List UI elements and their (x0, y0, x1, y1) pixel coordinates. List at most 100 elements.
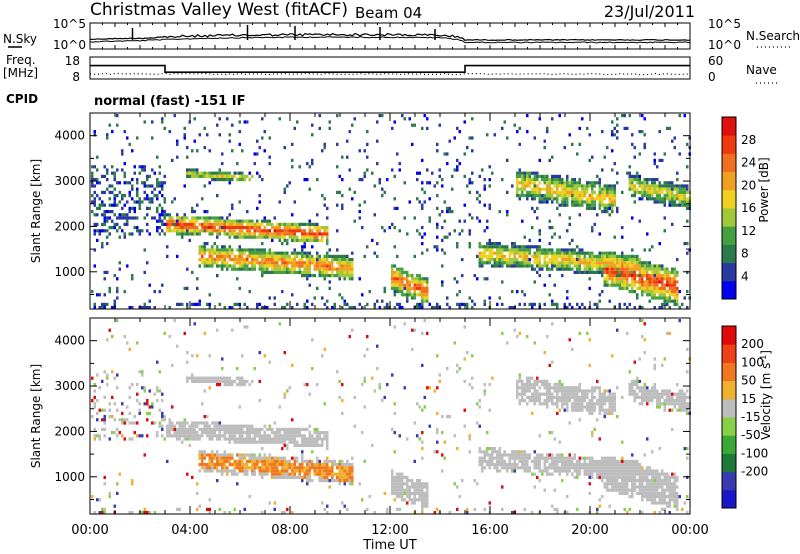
power-cell (123, 203, 126, 207)
power-cell (343, 270, 346, 274)
power-cell (598, 258, 601, 262)
velocity-cell (243, 379, 246, 383)
velocity-cell (263, 354, 266, 358)
power-cell (566, 254, 569, 258)
velocity-cell (288, 386, 291, 390)
power-cell (648, 197, 651, 201)
velocity-cell (91, 495, 94, 499)
velocity-cell (543, 383, 546, 387)
power-cell (91, 194, 94, 198)
power-cell (248, 219, 251, 223)
power-cell (408, 280, 411, 284)
velocity-cell (311, 440, 314, 444)
power-cell (333, 274, 336, 278)
power-cell (596, 306, 599, 310)
velocity-cell (331, 459, 334, 463)
velocity-cell (208, 379, 211, 383)
nave-tick-top: 60 (708, 54, 723, 68)
power-cell (226, 267, 229, 271)
velocity-cell (418, 405, 421, 409)
power-cell (418, 283, 421, 287)
velocity-cell (568, 463, 571, 467)
power-cell (351, 258, 354, 262)
velocity-cell (186, 376, 189, 380)
power-cell (236, 277, 239, 281)
power-cell (611, 261, 614, 265)
velocity-cell (323, 472, 326, 476)
velocity-cell (236, 427, 239, 431)
power-cell (526, 171, 529, 175)
velocity-cell (556, 411, 559, 415)
velocity-cell (223, 424, 226, 428)
power-cell (531, 187, 534, 191)
power-cell (591, 200, 594, 204)
velocity-cell (328, 459, 331, 463)
velocity-cell (561, 383, 564, 387)
power-cell (668, 277, 671, 281)
power-cell (351, 274, 354, 278)
power-cell (301, 235, 304, 239)
power-cell (248, 290, 251, 294)
power-cell (286, 229, 289, 233)
velocity-cell (551, 463, 554, 467)
velocity-cell (576, 466, 579, 470)
velocity-cell (426, 485, 429, 489)
velocity-cell (228, 511, 231, 515)
power-cell (233, 258, 236, 262)
velocity-cell (496, 453, 499, 457)
power-cell (676, 178, 679, 182)
power-cell (263, 270, 266, 274)
power-cell (556, 264, 559, 268)
power-cell (556, 174, 559, 178)
power-cell (196, 229, 199, 233)
power-cell (676, 299, 679, 303)
power-cell (138, 232, 141, 236)
power-cell (221, 261, 224, 265)
power-cell (316, 286, 319, 290)
velocity-cell (423, 485, 426, 489)
velocity-cell (483, 507, 486, 511)
power-cell (233, 261, 236, 265)
power-cell (288, 270, 291, 274)
power-cell (421, 302, 424, 306)
power-cell (133, 200, 136, 204)
power-cell (606, 261, 609, 265)
velocity-cell (136, 434, 139, 438)
velocity-cell (418, 479, 421, 483)
power-cell (366, 168, 369, 172)
power-cell (283, 254, 286, 258)
velocity-cell (551, 459, 554, 463)
velocity-cell (146, 418, 149, 422)
power-cell (203, 174, 206, 178)
power-cell (398, 274, 401, 278)
power-cell (238, 200, 241, 204)
power-cell (438, 174, 441, 178)
power-cell (543, 181, 546, 185)
power-cell (651, 290, 654, 294)
power-cell (666, 280, 669, 284)
velocity-cell (338, 472, 341, 476)
velocity-cell (546, 469, 549, 473)
power-cell (663, 200, 666, 204)
velocity-cell (293, 443, 296, 447)
power-cell (578, 267, 581, 271)
velocity-cell (546, 402, 549, 406)
velocity-cell (558, 440, 561, 444)
power-cell (656, 264, 659, 268)
velocity-cell (293, 434, 296, 438)
power-cell (618, 267, 621, 271)
power-cell (261, 229, 264, 233)
power-cell (148, 206, 151, 210)
velocity-cell (221, 466, 224, 470)
power-cell (436, 181, 439, 185)
power-cell (336, 254, 339, 258)
power-cell (546, 187, 549, 191)
velocity-cell (301, 437, 304, 441)
velocity-cell (346, 479, 349, 483)
velocity-cell (168, 421, 171, 425)
power-cell (318, 261, 321, 265)
velocity-cell (518, 331, 521, 335)
power-cell (141, 181, 144, 185)
velocity-cell (301, 434, 304, 438)
power-cell (533, 254, 536, 258)
